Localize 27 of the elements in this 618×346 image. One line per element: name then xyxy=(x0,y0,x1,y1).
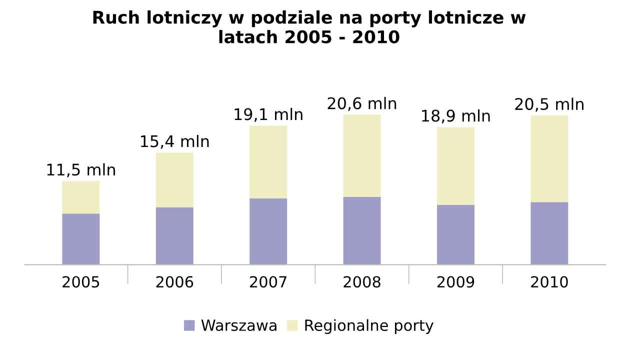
x-tick-label: 2007 xyxy=(250,276,286,288)
x-tick-label: 2006 xyxy=(156,276,194,288)
bar xyxy=(436,204,474,265)
x-tick-label: 2005 xyxy=(62,276,100,288)
bar xyxy=(156,152,194,208)
x-tick-label: 2009 xyxy=(437,276,474,288)
bar xyxy=(250,198,288,265)
annotation: 20,5 mln xyxy=(515,98,584,112)
annotation: 15,4 mln xyxy=(141,134,209,149)
legend-label: Warszawa xyxy=(201,320,276,332)
chart-title: Ruch lotniczy w podziale na porty lotnicze w latach 2005 - 2010 xyxy=(93,10,526,44)
legend-label: Regionalne porty xyxy=(305,319,434,334)
bar xyxy=(62,180,100,214)
bar xyxy=(530,115,568,202)
bar xyxy=(156,207,194,265)
bar xyxy=(530,202,568,265)
annotation: 18,9 mln xyxy=(422,109,490,124)
bar xyxy=(343,197,381,265)
bar xyxy=(62,214,100,265)
bar xyxy=(436,127,474,205)
x-tick-label: 2008 xyxy=(344,276,380,288)
x-tick-label: 2010 xyxy=(531,276,568,288)
bar xyxy=(250,126,288,198)
annotation: 20,6 mln xyxy=(328,96,396,111)
annotation: 19,1 mln xyxy=(234,108,302,122)
annotation: 11,5 mln xyxy=(47,163,115,178)
bar xyxy=(343,114,381,198)
